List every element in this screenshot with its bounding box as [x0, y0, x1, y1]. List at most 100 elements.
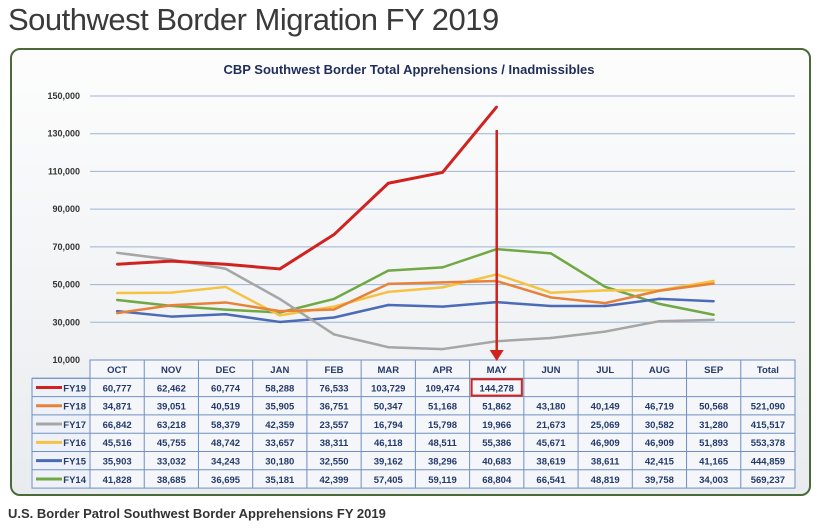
data-point [495, 105, 498, 108]
data-point [441, 281, 444, 284]
table-cell: 103,729 [371, 383, 405, 394]
data-point [332, 316, 336, 319]
table-cell: 25,069 [591, 420, 620, 431]
data-point [224, 263, 227, 266]
data-point [278, 309, 282, 313]
table-cell: 60,774 [211, 383, 241, 394]
table-cell: 59,119 [428, 475, 457, 486]
table-cell-total: 444,859 [751, 457, 785, 468]
y-tick-label: 10,000 [52, 355, 80, 365]
x-category-label: NOV [161, 365, 182, 376]
table-cell: 36,751 [320, 402, 350, 413]
data-point [332, 333, 336, 336]
table-cell: 76,533 [320, 383, 349, 394]
table-cell: 16,794 [374, 420, 404, 431]
legend-label: FY19 [63, 383, 86, 394]
table-cell: 39,758 [645, 475, 674, 486]
table-cell: 48,819 [591, 475, 620, 486]
y-tick-label: 70,000 [52, 242, 80, 252]
table-cell: 41,165 [699, 457, 729, 468]
data-point [115, 251, 119, 255]
table-cell: 38,619 [536, 457, 565, 468]
data-point [387, 182, 390, 185]
table-cell: 58,379 [211, 420, 240, 431]
data-point [712, 279, 715, 283]
table-cell: 38,685 [157, 475, 187, 486]
data-point [603, 285, 607, 288]
x-category-label: Total [757, 365, 779, 376]
table-cell: 46,909 [591, 438, 620, 449]
data-point [170, 291, 173, 294]
series-line-fy17 [116, 251, 714, 351]
table-cell: 34,003 [699, 475, 728, 486]
data-point [332, 297, 336, 301]
table-cell: 45,671 [536, 438, 566, 449]
table-cell: 48,742 [211, 438, 240, 449]
data-point [658, 319, 661, 323]
table-cell: 31,280 [699, 420, 728, 431]
table-cell: 33,657 [265, 438, 294, 449]
data-point [332, 308, 336, 311]
table-cell: 68,804 [482, 475, 512, 486]
data-point [658, 289, 661, 292]
table-cell: 42,399 [320, 475, 349, 486]
data-point [224, 313, 227, 316]
table-cell-total: 521,090 [751, 402, 785, 413]
table-cell: 23,557 [320, 420, 349, 431]
x-category-label: DEC [216, 365, 236, 376]
chart-title: CBP Southwest Border Total Apprehensions… [223, 62, 595, 77]
table-cell: 34,243 [211, 457, 240, 468]
table-cell: 60,777 [103, 383, 132, 394]
data-point [278, 314, 282, 317]
table-cell: 30,180 [265, 457, 294, 468]
data-point [658, 302, 661, 306]
data-point [224, 267, 227, 270]
table-cell: 58,288 [265, 383, 294, 394]
table-cell: 21,673 [536, 420, 565, 431]
data-point [170, 259, 173, 263]
data-point [170, 304, 173, 307]
table-cell: 35,181 [265, 475, 295, 486]
table-cell: 55,386 [482, 438, 511, 449]
data-point [441, 305, 444, 308]
table-cell-total: 553,378 [751, 438, 785, 449]
data-point [603, 304, 607, 308]
table-cell: 32,550 [320, 457, 349, 468]
table-cell: 57,405 [374, 475, 404, 486]
data-point [170, 315, 173, 318]
table-cell: 46,909 [645, 438, 674, 449]
data-point [441, 286, 444, 289]
table-cell: 62,462 [157, 383, 186, 394]
data-point [224, 301, 227, 304]
legend-label: FY15 [63, 457, 86, 468]
data-point [387, 345, 390, 349]
data-point [603, 330, 607, 333]
data-point [603, 301, 607, 305]
data-point [549, 304, 553, 308]
highlight-box [470, 378, 523, 397]
table-cell: 15,798 [428, 420, 457, 431]
data-point [712, 300, 715, 303]
y-tick-label: 110,000 [48, 166, 80, 176]
table-cell: 38,296 [428, 457, 457, 468]
caption: U.S. Border Patrol Southwest Border Appr… [8, 506, 386, 521]
x-category-label: MAR [377, 365, 399, 376]
data-point [115, 298, 119, 302]
legend-label: FY16 [63, 438, 86, 449]
table-cell: 39,162 [374, 457, 403, 468]
table-cell: 42,359 [265, 420, 294, 431]
x-category-label: SEP [704, 365, 724, 376]
data-point [712, 282, 715, 285]
table-cell: 42,415 [645, 457, 675, 468]
table-cell: 50,568 [699, 402, 728, 413]
table-cell: 35,903 [103, 457, 132, 468]
data-point [387, 290, 390, 294]
table-cell: 51,862 [482, 402, 511, 413]
series-line-fy19 [117, 105, 498, 271]
table-cell: 43,180 [536, 402, 565, 413]
data-point [441, 171, 444, 174]
table-cell: 40,683 [482, 457, 511, 468]
x-category-label: MAY [487, 365, 508, 376]
data-point [549, 296, 553, 299]
